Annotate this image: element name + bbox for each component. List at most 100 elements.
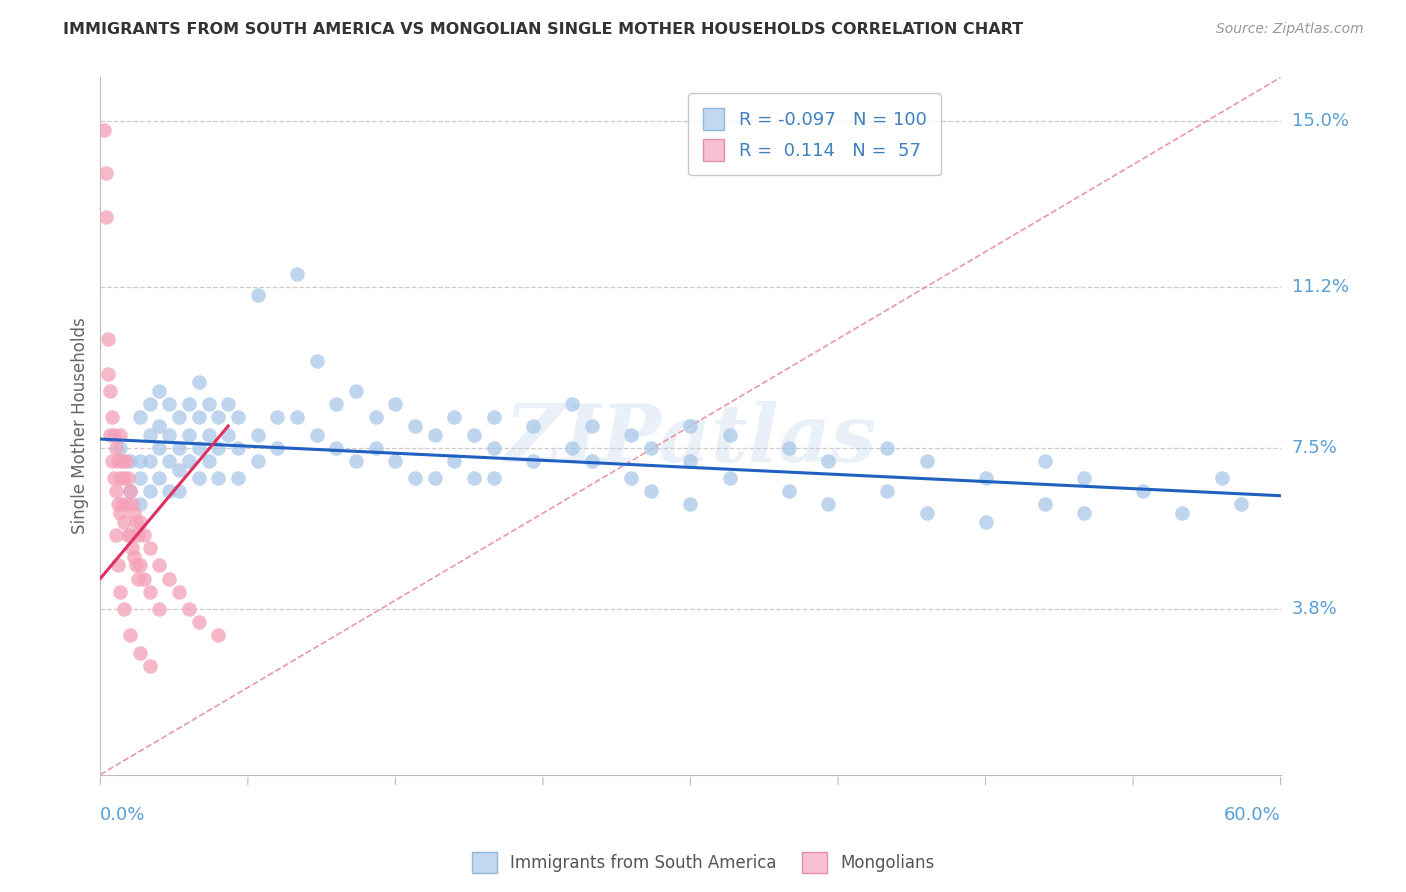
- Point: [266, 441, 288, 455]
- Point: [187, 471, 209, 485]
- Point: [207, 441, 229, 455]
- Point: [121, 498, 143, 512]
- Point: [197, 454, 219, 468]
- Point: [344, 454, 367, 468]
- Point: [246, 427, 269, 442]
- Legend: R = -0.097   N = 100, R =  0.114   N =  57: R = -0.097 N = 100, R = 0.114 N = 57: [688, 94, 941, 176]
- Point: [876, 484, 898, 499]
- Point: [118, 484, 141, 499]
- Text: 7.5%: 7.5%: [1292, 439, 1337, 457]
- Point: [482, 471, 505, 485]
- Point: [108, 441, 131, 455]
- Point: [148, 602, 170, 616]
- Point: [522, 419, 544, 434]
- Text: 11.2%: 11.2%: [1292, 277, 1348, 295]
- Point: [128, 558, 150, 573]
- Point: [127, 528, 149, 542]
- Point: [128, 646, 150, 660]
- Point: [620, 471, 643, 485]
- Text: IMMIGRANTS FROM SOUTH AMERICA VS MONGOLIAN SINGLE MOTHER HOUSEHOLDS CORRELATION : IMMIGRANTS FROM SOUTH AMERICA VS MONGOLI…: [63, 22, 1024, 37]
- Point: [305, 353, 328, 368]
- Point: [107, 498, 129, 512]
- Point: [115, 498, 138, 512]
- Point: [125, 558, 148, 573]
- Point: [482, 410, 505, 425]
- Point: [207, 628, 229, 642]
- Point: [423, 427, 446, 442]
- Point: [108, 506, 131, 520]
- Text: 60.0%: 60.0%: [1223, 806, 1281, 824]
- Point: [404, 471, 426, 485]
- Point: [246, 288, 269, 302]
- Point: [778, 484, 800, 499]
- Point: [97, 332, 120, 346]
- Point: [98, 427, 121, 442]
- Text: Source: ZipAtlas.com: Source: ZipAtlas.com: [1216, 22, 1364, 37]
- Point: [122, 549, 145, 564]
- Point: [157, 454, 180, 468]
- Point: [107, 454, 129, 468]
- Point: [226, 471, 249, 485]
- Point: [915, 506, 938, 520]
- Point: [522, 454, 544, 468]
- Point: [108, 584, 131, 599]
- Point: [118, 484, 141, 499]
- Point: [1073, 506, 1095, 520]
- Point: [187, 376, 209, 390]
- Point: [107, 558, 129, 573]
- Point: [118, 528, 141, 542]
- Point: [128, 515, 150, 529]
- Text: 0.0%: 0.0%: [100, 806, 146, 824]
- Point: [679, 454, 702, 468]
- Point: [1132, 484, 1154, 499]
- Point: [125, 515, 148, 529]
- Point: [364, 410, 387, 425]
- Point: [207, 471, 229, 485]
- Point: [138, 454, 160, 468]
- Point: [187, 410, 209, 425]
- Point: [246, 454, 269, 468]
- Point: [138, 484, 160, 499]
- Point: [138, 397, 160, 411]
- Point: [128, 498, 150, 512]
- Text: ZIPatlas: ZIPatlas: [505, 401, 876, 479]
- Point: [1033, 498, 1056, 512]
- Point: [111, 498, 134, 512]
- Point: [1230, 498, 1253, 512]
- Point: [1171, 506, 1194, 520]
- Point: [197, 427, 219, 442]
- Point: [132, 528, 155, 542]
- Point: [105, 441, 128, 455]
- Point: [101, 454, 124, 468]
- Point: [482, 441, 505, 455]
- Point: [122, 506, 145, 520]
- Point: [103, 471, 125, 485]
- Point: [105, 484, 128, 499]
- Point: [778, 441, 800, 455]
- Point: [97, 367, 120, 381]
- Point: [132, 572, 155, 586]
- Point: [620, 427, 643, 442]
- Point: [117, 471, 139, 485]
- Point: [876, 441, 898, 455]
- Point: [217, 397, 239, 411]
- Point: [167, 462, 190, 476]
- Point: [364, 441, 387, 455]
- Point: [217, 427, 239, 442]
- Point: [177, 397, 200, 411]
- Point: [157, 427, 180, 442]
- Point: [93, 122, 115, 136]
- Point: [148, 471, 170, 485]
- Point: [128, 471, 150, 485]
- Point: [115, 454, 138, 468]
- Point: [384, 454, 406, 468]
- Point: [177, 427, 200, 442]
- Point: [285, 267, 308, 281]
- Point: [561, 397, 583, 411]
- Point: [157, 397, 180, 411]
- Point: [177, 454, 200, 468]
- Point: [138, 584, 160, 599]
- Point: [157, 484, 180, 499]
- Point: [98, 384, 121, 399]
- Point: [111, 454, 134, 468]
